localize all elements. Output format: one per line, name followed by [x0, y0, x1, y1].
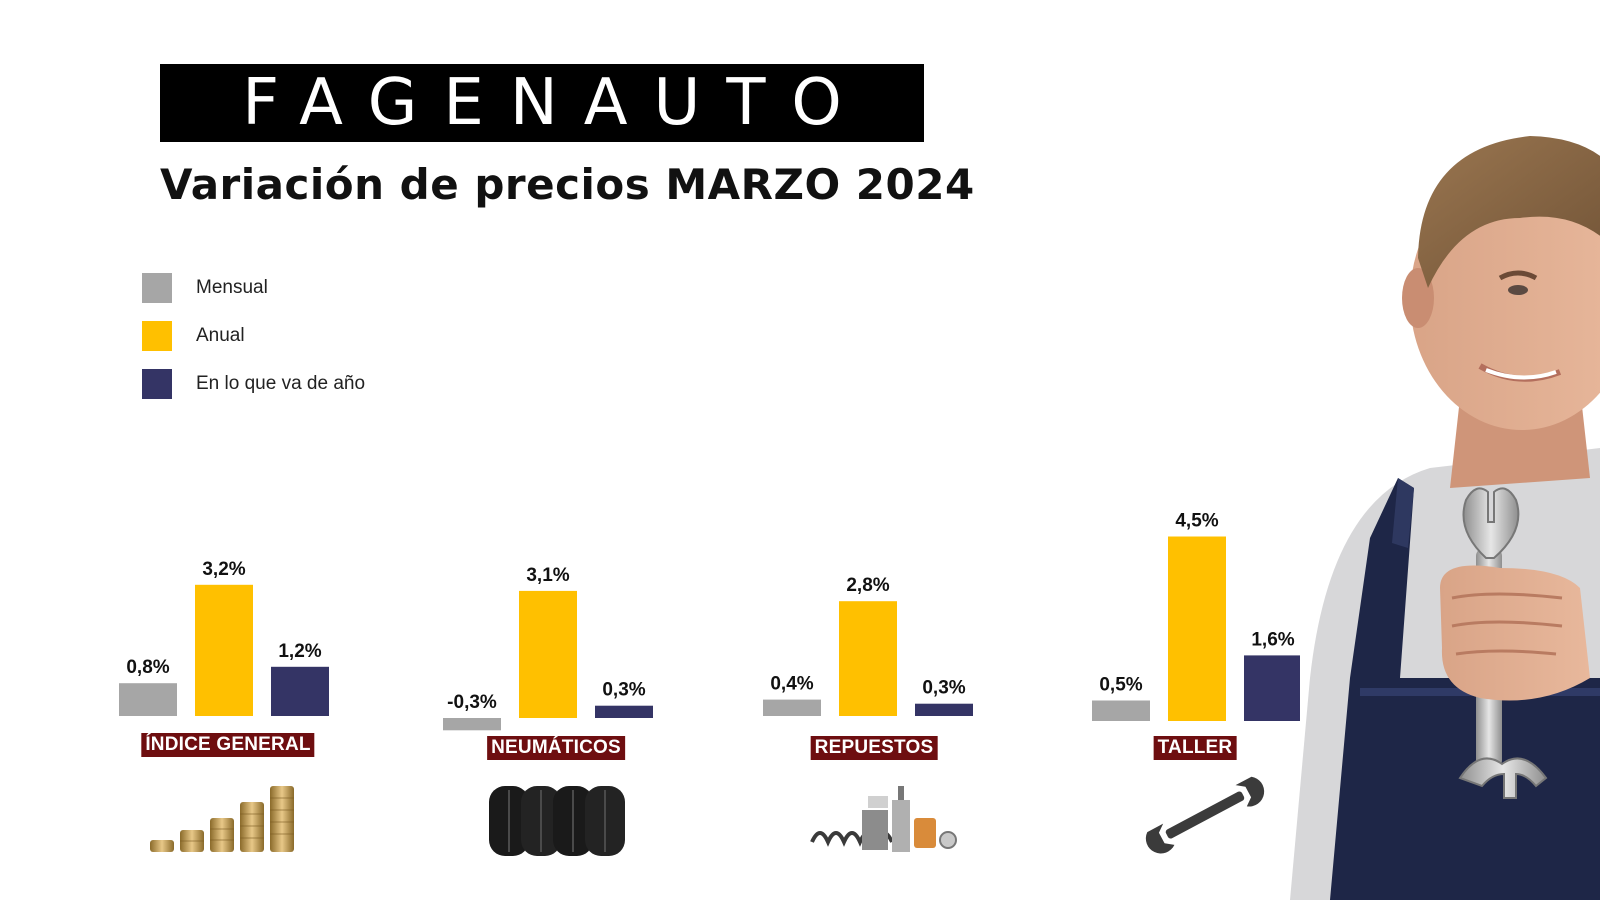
legend-item-mensual: Mensual [142, 273, 365, 303]
data-label: 3,2% [202, 559, 245, 580]
data-label: 0,5% [1099, 675, 1142, 696]
bar-mensual-1 [443, 718, 501, 731]
legend-label: Mensual [196, 277, 268, 298]
bar-mensual-3 [1092, 700, 1150, 721]
category-label-taller: TALLER [1153, 736, 1237, 760]
category-label-neumaticos: NEUMÁTICOS [487, 736, 625, 760]
data-label: 4,5% [1175, 511, 1218, 532]
data-label: 2,8% [846, 575, 889, 596]
bar-en-lo-que-va-de-año-0 [271, 666, 329, 716]
bar-anual-2 [839, 601, 897, 716]
bar-anual-1 [519, 590, 577, 718]
legend-item-anual: Anual [142, 321, 365, 351]
page-title: Variación de precios MARZO 2024 [160, 160, 975, 209]
bar-anual-0 [195, 584, 253, 716]
legend-label: En lo que va de año [196, 373, 366, 394]
wrench-icon [1145, 776, 1265, 854]
legend-item-en-lo-que-va-de-ano: En lo que va de año [142, 369, 365, 399]
data-label: 0,8% [126, 657, 169, 678]
mechanic-photo [1290, 136, 1600, 900]
legend-label: Anual [196, 325, 245, 346]
bar-en-lo-que-va-de-año-3 [1244, 655, 1300, 721]
legend-swatch [142, 369, 172, 399]
bar-en-lo-que-va-de-año-1 [595, 705, 653, 718]
data-label: 1,6% [1251, 629, 1294, 650]
bar-anual-3 [1168, 536, 1226, 721]
data-label: 0,4% [770, 674, 813, 695]
data-label: 0,3% [602, 680, 645, 701]
bar-en-lo-que-va-de-año-2 [915, 703, 973, 716]
logo-text: FAGENAUTO [242, 66, 868, 140]
data-label: 3,1% [526, 565, 569, 586]
data-label: 0,3% [922, 678, 965, 699]
legend-swatch [142, 321, 172, 351]
tires-icon [489, 786, 625, 856]
legend-swatch [142, 273, 172, 303]
category-label-repuestos: REPUESTOS [810, 736, 938, 760]
bar-mensual-2 [763, 699, 821, 716]
bar-chart: 0,8% 3,2% 1,2% -0,3% 3,1% 0,3% 0,4% 2,8% 0,3% 0,5… [119, 511, 1300, 731]
fagenauto-logo: FAGENAUTO [160, 64, 924, 142]
coins-stack-icon [150, 786, 294, 852]
car-parts-icon [810, 786, 957, 852]
category-label-indice-general: ÍNDICE GENERAL [141, 733, 315, 757]
chart-legend: Mensual Anual En lo que va de año [142, 273, 365, 417]
data-label: -0,3% [447, 692, 497, 713]
data-label: 1,2% [278, 641, 321, 662]
bar-mensual-0 [119, 683, 177, 716]
